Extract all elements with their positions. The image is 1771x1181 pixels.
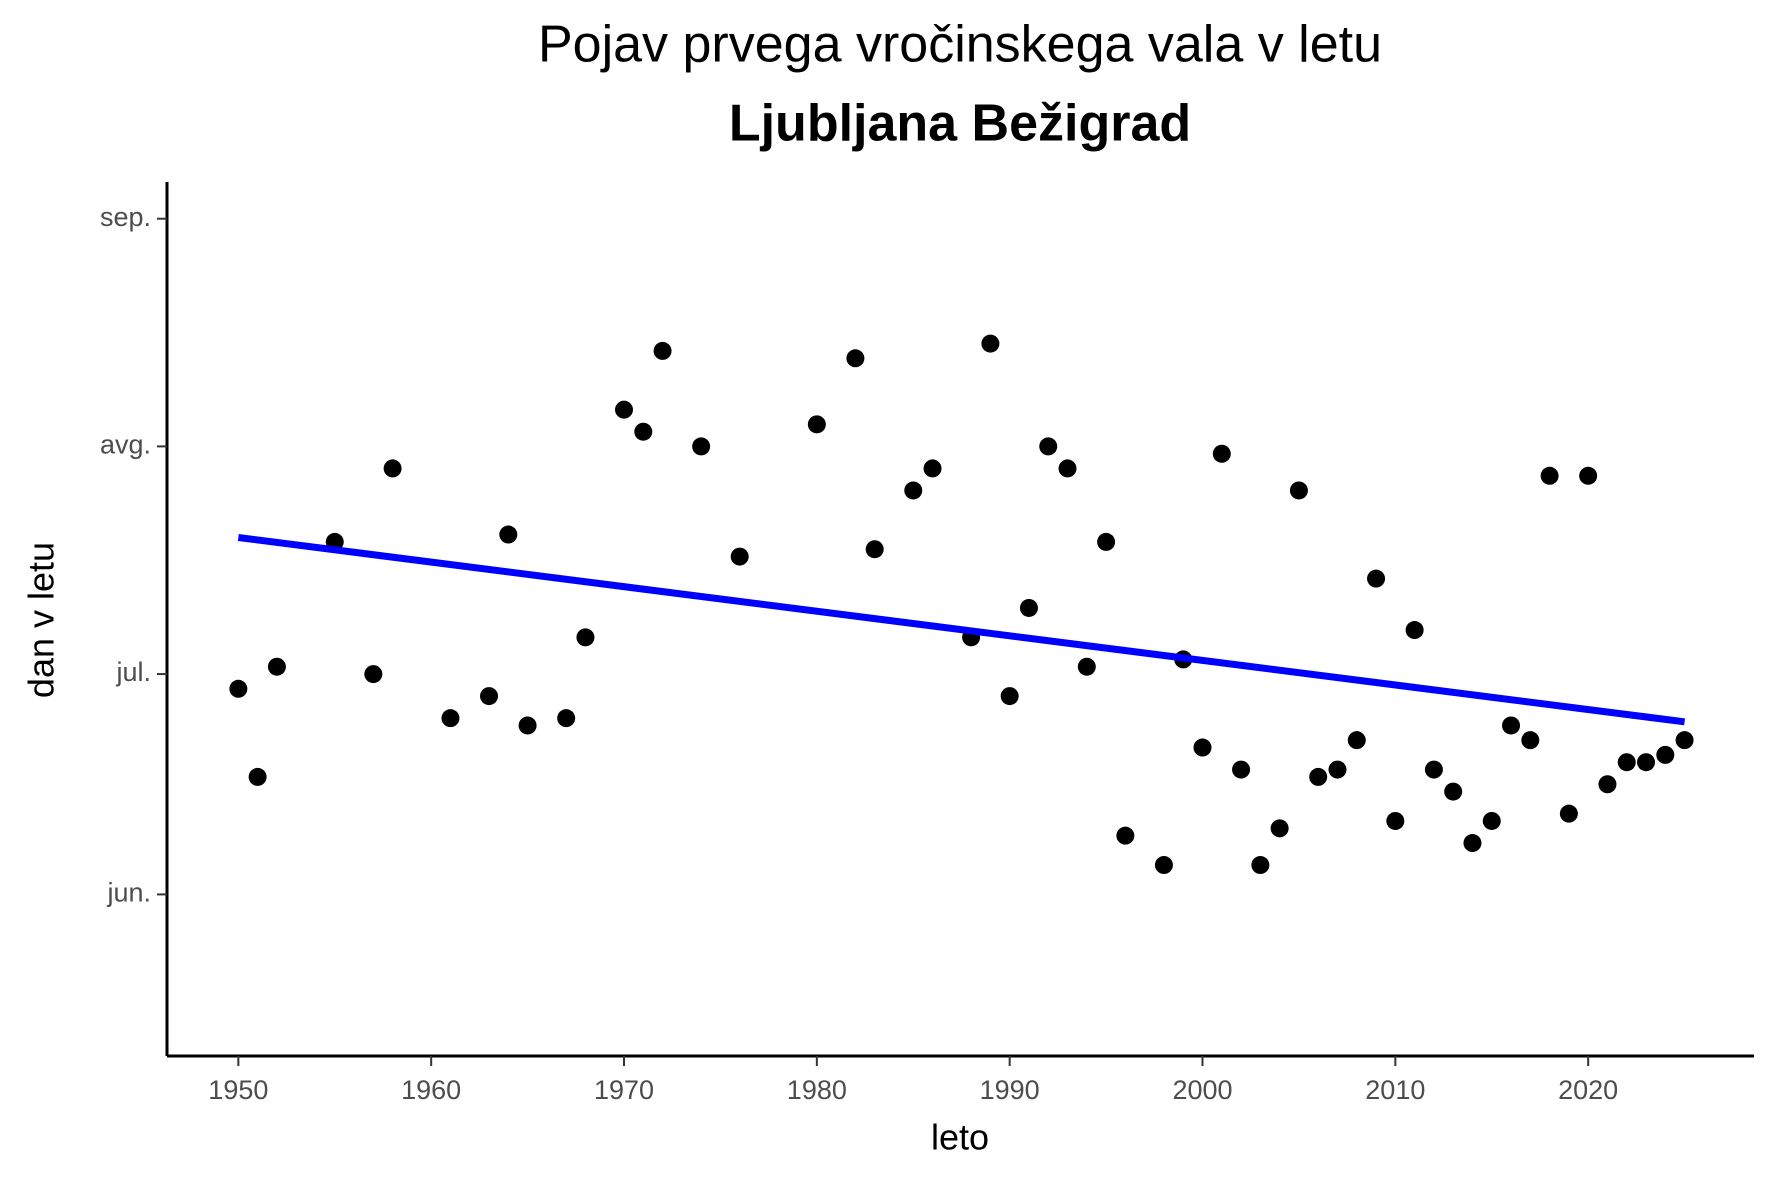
point: [267, 657, 286, 676]
point: [557, 709, 576, 728]
point: [634, 422, 653, 441]
point: [1289, 481, 1308, 500]
point: [1251, 856, 1270, 875]
point: [1559, 804, 1578, 823]
point: [441, 709, 460, 728]
point: [1656, 745, 1675, 764]
point: [518, 716, 537, 735]
chart-subtitle: Ljubljana Bežigrad: [729, 95, 1191, 153]
point: [1154, 856, 1173, 875]
point: [1521, 731, 1540, 750]
point: [499, 525, 518, 544]
point: [1502, 716, 1521, 735]
point: [1328, 760, 1347, 779]
point: [730, 547, 749, 566]
point: [807, 415, 826, 434]
point: [1058, 459, 1077, 478]
x-tick-label: 1960: [401, 1075, 461, 1105]
y-axis-label: dan v letu: [21, 542, 62, 698]
y-tick-label: jul.: [115, 657, 151, 687]
point: [653, 341, 672, 360]
y-tick-label: avg.: [100, 430, 151, 460]
point: [1675, 731, 1694, 750]
point: [1232, 760, 1251, 779]
point: [248, 767, 267, 786]
x-tick-label: 1970: [594, 1075, 654, 1105]
x-tick-label: 2010: [1365, 1075, 1425, 1105]
point: [229, 679, 248, 698]
y-tick-label: sep.: [100, 202, 151, 232]
point: [1424, 760, 1443, 779]
x-tick-label: 1950: [208, 1075, 268, 1105]
point: [1116, 826, 1135, 845]
point: [981, 334, 1000, 353]
point: [1540, 466, 1559, 485]
x-axis-label: leto: [931, 1117, 989, 1158]
point: [1598, 775, 1617, 794]
point: [1386, 811, 1405, 830]
point: [1347, 731, 1366, 750]
x-tick-label: 1990: [980, 1075, 1040, 1105]
y-tick-label: jun.: [106, 878, 151, 908]
point: [1579, 466, 1598, 485]
point: [846, 349, 865, 368]
point: [1077, 657, 1096, 676]
point: [1309, 767, 1328, 786]
point: [1000, 687, 1019, 706]
x-tick-label: 1980: [787, 1075, 847, 1105]
point: [904, 481, 923, 500]
point: [1039, 437, 1058, 456]
point: [1097, 532, 1116, 551]
point: [923, 459, 942, 478]
point: [576, 628, 595, 647]
x-tick-label: 2000: [1172, 1075, 1232, 1105]
point: [1637, 753, 1656, 772]
chart-title: Pojav prvega vročinskega vala v letu: [538, 16, 1382, 74]
x-tick-label: 2020: [1558, 1075, 1618, 1105]
point: [1463, 834, 1482, 853]
point: [1212, 444, 1231, 463]
point: [1270, 819, 1289, 838]
point: [1405, 621, 1424, 640]
point: [1482, 811, 1501, 830]
trend-line: [237, 534, 1686, 726]
point: [865, 540, 884, 559]
point: [1193, 738, 1212, 757]
point: [1444, 782, 1463, 801]
point: [1367, 569, 1386, 588]
point: [364, 665, 383, 684]
point: [383, 459, 402, 478]
point: [615, 400, 634, 419]
point: [692, 437, 711, 456]
point: [480, 687, 499, 706]
point: [1617, 753, 1636, 772]
point: [1019, 598, 1038, 617]
